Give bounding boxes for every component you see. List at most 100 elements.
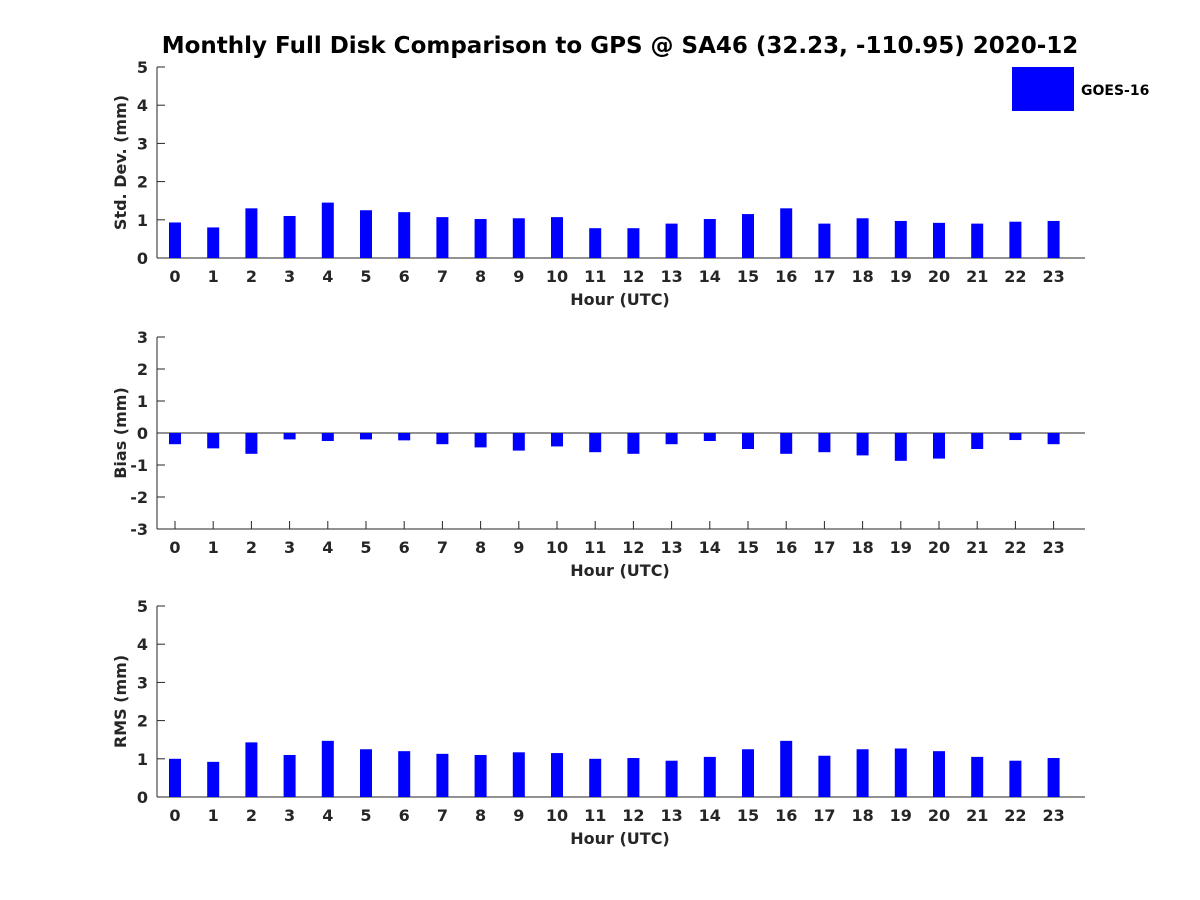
bar — [703, 756, 716, 797]
bar — [169, 433, 181, 445]
x-tick-label: 7 — [437, 538, 448, 557]
x-tick-label: 4 — [322, 267, 333, 286]
x-tick-label: 18 — [851, 806, 873, 825]
bar — [398, 433, 411, 441]
bar — [856, 749, 869, 797]
y-axis-label: Std. Dev. (mm) — [111, 95, 130, 230]
x-tick-label: 16 — [775, 267, 797, 286]
x-tick-label: 10 — [546, 538, 568, 557]
y-tick-label: 2 — [137, 173, 148, 192]
x-tick-label: 6 — [399, 267, 410, 286]
bar — [512, 218, 525, 258]
bar — [818, 755, 831, 797]
x-tick-label: 14 — [699, 538, 721, 557]
bar — [894, 220, 907, 258]
y-tick-label: 5 — [137, 58, 148, 77]
bar — [474, 219, 487, 258]
x-tick-label: 3 — [284, 806, 295, 825]
bar — [512, 752, 525, 797]
y-tick-label: 2 — [137, 712, 148, 731]
bar — [321, 202, 334, 258]
x-tick-label: 2 — [246, 538, 257, 557]
x-tick-label: 18 — [851, 538, 873, 557]
bar — [321, 740, 334, 797]
x-tick-label: 19 — [890, 267, 912, 286]
x-tick-label: 1 — [208, 538, 219, 557]
x-tick-label: 16 — [775, 806, 797, 825]
x-tick-label: 20 — [928, 538, 950, 557]
legend: GOES-16 — [1012, 67, 1149, 111]
bar — [360, 749, 372, 797]
x-tick-label: 12 — [622, 538, 644, 557]
bar — [627, 228, 640, 258]
bar — [742, 433, 754, 449]
x-tick-label: 21 — [966, 806, 988, 825]
bar — [474, 433, 487, 448]
x-tick-label: 22 — [1004, 806, 1026, 825]
y-axis-label: RMS (mm) — [111, 655, 130, 748]
x-tick-label: 17 — [813, 267, 835, 286]
y-tick-label: -3 — [130, 520, 148, 539]
y-tick-label: 1 — [137, 211, 148, 230]
x-tick-label: 9 — [513, 806, 524, 825]
bar — [1009, 221, 1022, 258]
x-tick-label: 23 — [1042, 806, 1064, 825]
x-tick-label: 5 — [360, 538, 371, 557]
bar — [283, 433, 296, 440]
bar — [780, 433, 793, 454]
bar — [436, 217, 449, 258]
y-axis-label: Bias (mm) — [111, 387, 130, 479]
bar — [321, 433, 334, 441]
bar — [780, 740, 793, 797]
y-tick-label: 3 — [137, 673, 148, 692]
bar — [551, 217, 563, 258]
x-tick-label: 22 — [1004, 267, 1026, 286]
x-tick-label: 23 — [1042, 538, 1064, 557]
x-tick-label: 11 — [584, 538, 606, 557]
x-tick-label: 5 — [360, 267, 371, 286]
bar — [1047, 220, 1060, 258]
y-tick-label: 0 — [137, 424, 148, 443]
bar — [360, 433, 372, 440]
bar — [780, 208, 793, 258]
bar — [665, 433, 678, 445]
x-tick-label: 1 — [208, 806, 219, 825]
x-tick-label: 12 — [622, 267, 644, 286]
bar — [1009, 760, 1022, 797]
x-tick-label: 19 — [890, 538, 912, 557]
x-tick-label: 3 — [284, 267, 295, 286]
bar — [207, 433, 220, 449]
x-tick-label: 23 — [1042, 267, 1064, 286]
x-tick-label: 20 — [928, 806, 950, 825]
bar — [627, 758, 640, 797]
x-tick-label: 8 — [475, 806, 486, 825]
x-tick-label: 11 — [584, 267, 606, 286]
x-tick-label: 2 — [246, 806, 257, 825]
bar — [436, 433, 449, 445]
x-tick-label: 9 — [513, 538, 524, 557]
y-tick-label: 0 — [137, 788, 148, 807]
bar — [245, 433, 258, 454]
x-tick-label: 15 — [737, 267, 759, 286]
x-tick-label: 1 — [208, 267, 219, 286]
bar — [360, 210, 372, 258]
bar — [283, 215, 296, 258]
bar — [245, 742, 258, 797]
legend-label: GOES-16 — [1081, 83, 1149, 99]
bar — [1047, 433, 1060, 445]
x-tick-label: 15 — [737, 538, 759, 557]
x-tick-label: 7 — [437, 267, 448, 286]
bar — [436, 753, 449, 797]
x-tick-label: 10 — [546, 267, 568, 286]
bar — [933, 222, 945, 258]
bar — [398, 212, 411, 258]
x-axis-label: Hour (UTC) — [570, 561, 670, 580]
x-tick-label: 2 — [246, 267, 257, 286]
x-tick-label: 8 — [475, 538, 486, 557]
x-tick-label: 7 — [437, 806, 448, 825]
x-tick-label: 9 — [513, 267, 524, 286]
bar — [283, 754, 296, 797]
